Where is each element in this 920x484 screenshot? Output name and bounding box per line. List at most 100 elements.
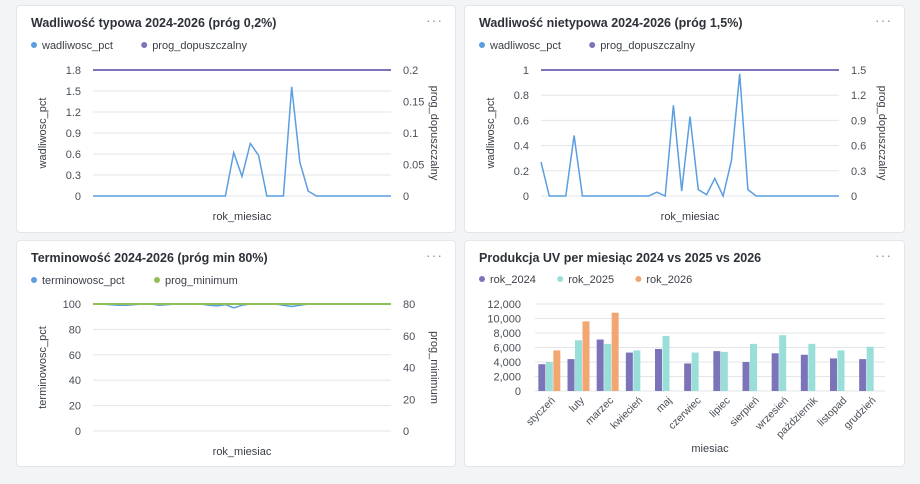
y-tick-label: 10,000 xyxy=(487,314,521,326)
chart-card-wadliwosc-nietypowa: Wadliwość nietypowa 2024-2026 (próg 1,5%… xyxy=(464,5,905,233)
y-right-tick-label: 1.5 xyxy=(851,65,866,77)
y-right-tick-label: 80 xyxy=(403,299,415,311)
chart-title: Produkcja UV per miesiąc 2024 vs 2025 vs… xyxy=(479,251,762,265)
y-left-tick-label: 0 xyxy=(75,426,81,438)
y-right-tick-label: 0 xyxy=(403,426,409,438)
bar-rok_2024 xyxy=(625,352,633,391)
chart-card-terminowosc: Terminowość 2024-2026 (próg min 80%) ···… xyxy=(16,240,456,467)
y-right-tick-label: 1.2 xyxy=(851,90,866,102)
y-right-tick-label: 60 xyxy=(403,331,415,343)
legend-marker xyxy=(479,276,485,282)
more-options-icon[interactable]: ··· xyxy=(426,12,443,28)
y-right-tick-label: 0.6 xyxy=(851,141,866,153)
y-left-tick-label: 0.3 xyxy=(66,170,81,182)
y-right-tick-label: 0.05 xyxy=(403,160,424,172)
x-tick-label: kwiecień xyxy=(608,395,645,432)
x-tick-label: grudzień xyxy=(842,395,879,432)
legend-marker xyxy=(479,42,485,48)
series-line-wadliwosc_pct xyxy=(540,73,839,199)
more-options-icon[interactable]: ··· xyxy=(875,12,892,28)
y-left-tick-label: 40 xyxy=(69,375,81,387)
bar-rok_2024 xyxy=(567,359,575,391)
bar-rok_2025 xyxy=(779,335,787,391)
bar-rok_2025 xyxy=(604,343,612,391)
bar-rok_2024 xyxy=(830,358,837,391)
legend-label: prog_dopuszczalny xyxy=(152,40,247,52)
y-right-tick-label: 20 xyxy=(403,394,415,406)
y-right-axis-label: prog_dopuszczalny xyxy=(428,86,440,181)
y-right-tick-label: 0.2 xyxy=(403,65,418,77)
chart-title: Terminowość 2024-2026 (próg min 80%) xyxy=(31,251,268,265)
chart-terminowosc: terminowosc_pct prog_minimum 0 20 40 60 80 100 0… xyxy=(31,275,440,458)
chart-title: Wadliwość nietypowa 2024-2026 (próg 1,5%… xyxy=(479,16,743,30)
bar-rok_2024 xyxy=(596,339,604,391)
y-left-tick-label: 0.8 xyxy=(514,90,529,102)
legend-marker xyxy=(557,276,564,282)
bar-rok_2026 xyxy=(553,350,561,391)
legend-label: prog_minimum xyxy=(165,275,238,287)
bar-rok_2025 xyxy=(837,350,845,391)
legend-marker xyxy=(154,277,160,283)
bar-rok_2025 xyxy=(545,362,553,391)
x-axis-label: rok_miesiac xyxy=(213,446,272,458)
y-left-tick-label: 100 xyxy=(63,299,81,311)
x-tick-label: czerwiec xyxy=(666,395,703,432)
bar-rok_2025 xyxy=(808,343,816,391)
bar-rok_2025 xyxy=(720,351,728,391)
y-left-axis-label: terminowosc_pct xyxy=(37,326,49,409)
series-line-wadliwosc_pct xyxy=(93,86,391,197)
y-right-tick-label: 0 xyxy=(851,191,857,203)
bar-rok_2026 xyxy=(611,312,619,391)
legend-marker xyxy=(141,42,148,48)
x-tick-label: lipiec xyxy=(707,395,732,420)
x-axis-label: rok_miesiac xyxy=(661,211,720,223)
y-right-tick-label: 40 xyxy=(403,363,415,375)
x-axis-label: rok_miesiac xyxy=(213,211,272,223)
y-right-tick-label: 0.3 xyxy=(851,166,866,178)
chart-title: Wadliwość typowa 2024-2026 (próg 0,2%) xyxy=(31,16,277,30)
legend-label: terminowosc_pct xyxy=(42,275,125,287)
y-right-axis-label: prog_dopuszczalny xyxy=(876,86,888,181)
x-axis-label: miesiac xyxy=(691,443,729,455)
y-left-tick-label: 1 xyxy=(523,65,529,77)
bar-rok_2024 xyxy=(655,348,662,391)
y-left-tick-label: 0.2 xyxy=(514,166,529,178)
y-tick-label: 6,000 xyxy=(493,343,521,355)
x-tick-label: styczeń xyxy=(524,395,558,429)
y-tick-label: 2,000 xyxy=(493,372,521,384)
y-left-tick-label: 0.6 xyxy=(514,115,529,127)
bar-rok_2025 xyxy=(866,346,874,391)
chart-wadliwosc-nietypowa: wadliwosc_pct prog_dopuszczalny 0 0.2 0.4 0.6… xyxy=(479,40,888,223)
y-tick-label: 12,000 xyxy=(487,299,521,311)
more-options-icon[interactable]: ··· xyxy=(426,247,443,263)
legend-marker xyxy=(635,276,642,282)
bar-rok_2025 xyxy=(750,343,757,391)
y-left-tick-label: 0 xyxy=(523,191,529,203)
y-left-tick-label: 80 xyxy=(69,324,81,336)
x-tick-label: maj xyxy=(654,395,674,415)
more-options-icon[interactable]: ··· xyxy=(875,247,892,263)
y-left-tick-label: 0.6 xyxy=(66,149,81,161)
legend-marker xyxy=(31,277,37,283)
y-left-tick-label: 20 xyxy=(69,401,81,413)
bar-rok_2024 xyxy=(538,364,546,391)
y-left-tick-label: 60 xyxy=(69,350,81,362)
y-right-tick-label: 0.9 xyxy=(851,115,866,127)
y-left-tick-label: 1.5 xyxy=(66,86,81,98)
chart-wadliwosc-typowa: wadliwosc_pct prog_dopuszczalny 0 0.3 0.6 0.9… xyxy=(31,40,440,223)
bar-rok_2025 xyxy=(691,352,699,391)
legend-label: wadliwosc_pct xyxy=(489,40,561,52)
x-tick-label: luty xyxy=(567,394,588,415)
bar-rok_2024 xyxy=(684,363,692,391)
bar-rok_2024 xyxy=(742,362,750,391)
y-right-tick-label: 0.15 xyxy=(403,97,424,109)
y-right-tick-label: 0.1 xyxy=(403,128,418,140)
y-tick-label: 8,000 xyxy=(493,328,521,340)
bar-rok_2025 xyxy=(662,335,670,391)
legend-label: rok_2025 xyxy=(568,274,614,286)
legend-marker xyxy=(31,42,37,48)
bar-rok_2024 xyxy=(713,351,721,391)
y-left-axis-label: wadliwosc_pct xyxy=(37,98,49,170)
y-tick-label: 4,000 xyxy=(493,357,521,369)
bar-rok_2024 xyxy=(859,359,867,391)
